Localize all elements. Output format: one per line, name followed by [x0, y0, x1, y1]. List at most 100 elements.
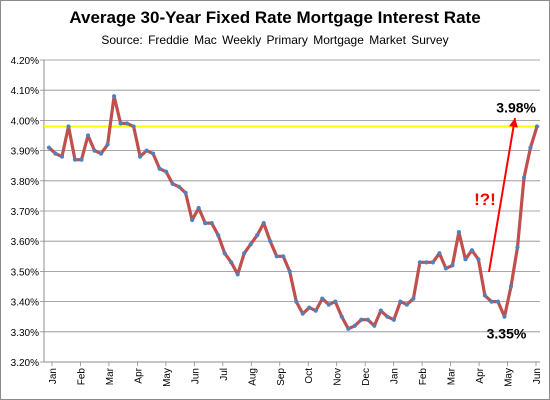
data-point — [144, 148, 149, 153]
data-point — [411, 296, 416, 301]
data-point — [85, 133, 91, 138]
x-tick-label: Nov — [333, 368, 344, 386]
data-point — [203, 220, 208, 226]
x-tick-label: Feb — [76, 368, 87, 386]
x-tick-label: Mar — [447, 367, 458, 385]
x-tick-label: Jun — [532, 368, 543, 384]
x-tick-label: Aug — [247, 368, 258, 386]
x-tick-label: Oct — [304, 368, 315, 384]
data-point — [124, 121, 130, 126]
x-tick-label: Jan — [48, 368, 59, 384]
data-point — [137, 154, 143, 159]
data-point — [443, 266, 449, 271]
data-point — [313, 308, 318, 313]
y-tick-label: 3.70% — [11, 207, 39, 218]
data-point — [170, 181, 175, 186]
data-point — [300, 311, 305, 316]
data-point — [118, 121, 123, 126]
data-point — [157, 166, 162, 171]
trend-arrow-shaft — [488, 117, 516, 273]
series-line — [47, 94, 539, 331]
data-point — [398, 299, 403, 304]
data-point — [105, 142, 110, 147]
data-point — [216, 233, 221, 238]
data-point — [242, 251, 247, 256]
data-point — [404, 302, 409, 307]
x-tick-label: Dec — [361, 368, 372, 386]
data-point — [378, 308, 383, 313]
data-point — [98, 151, 104, 156]
x-tick-label: Apr — [133, 367, 144, 383]
data-point — [307, 305, 312, 310]
data-point — [352, 323, 357, 328]
y-tick-label: 4.10% — [11, 86, 39, 97]
data-point — [53, 151, 58, 156]
data-point — [495, 299, 501, 304]
data-point — [456, 230, 462, 235]
data-point — [229, 260, 234, 265]
data-point — [339, 314, 344, 319]
data-point — [255, 233, 260, 238]
data-point — [469, 248, 475, 253]
data-point — [177, 184, 182, 189]
data-point — [196, 205, 201, 211]
data-point — [463, 257, 468, 262]
data-point — [281, 254, 286, 259]
data-point — [489, 299, 494, 304]
data-point — [528, 145, 533, 150]
data-point — [274, 254, 279, 259]
trend-arrow-head — [509, 118, 518, 128]
data-point — [346, 326, 351, 331]
y-tick-label: 3.50% — [11, 267, 39, 278]
y-tick-label: 3.40% — [11, 298, 39, 309]
y-tick-label: 4.00% — [11, 116, 39, 127]
data-point — [430, 260, 435, 265]
y-tick-label: 4.20% — [11, 56, 39, 67]
y-tick-label: 3.80% — [11, 177, 39, 188]
data-point — [320, 296, 325, 301]
chart-subtitle: Source: Freddie Mac Weekly Primary Mortg… — [101, 33, 449, 47]
data-point — [294, 299, 299, 304]
data-point — [151, 151, 156, 156]
y-tick-label: 3.60% — [11, 237, 39, 248]
data-point — [521, 175, 527, 180]
annotation-last-value: 3.98% — [496, 99, 536, 115]
x-tick-label: Jul — [219, 368, 230, 381]
y-tick-label: 3.20% — [11, 358, 39, 369]
data-point — [131, 124, 136, 129]
data-point — [502, 314, 507, 319]
data-point — [333, 299, 338, 304]
x-tick-label: Jan — [390, 368, 401, 384]
x-tick-label: May — [162, 368, 173, 387]
data-point — [365, 317, 370, 322]
data-point — [391, 317, 396, 322]
data-point — [66, 124, 71, 129]
data-point — [111, 94, 117, 99]
data-point — [222, 251, 227, 256]
series-layer — [46, 94, 540, 331]
data-point — [190, 217, 195, 223]
data-point — [326, 302, 331, 307]
data-point — [287, 269, 292, 274]
data-point — [72, 157, 78, 162]
axes: 3.20% 3.30% 3.40% 3.50% 3.60% 3.70% 3.80% 3.90%… — [11, 56, 543, 387]
x-tick-label: May — [504, 368, 515, 387]
data-point — [359, 317, 364, 322]
data-point — [268, 239, 273, 244]
data-point — [79, 157, 84, 162]
data-point — [372, 323, 377, 328]
x-tick-label: Apr — [475, 367, 486, 383]
grid — [44, 59, 540, 363]
data-point — [476, 257, 481, 262]
data-point — [59, 154, 65, 159]
data-point — [424, 260, 429, 265]
annotation-exclamation: !?! — [474, 190, 496, 209]
data-point — [417, 260, 422, 265]
x-tick-label: Sep — [276, 368, 287, 386]
data-point — [385, 314, 390, 319]
data-point — [164, 169, 169, 174]
data-point — [534, 124, 540, 129]
data-point — [248, 242, 253, 247]
